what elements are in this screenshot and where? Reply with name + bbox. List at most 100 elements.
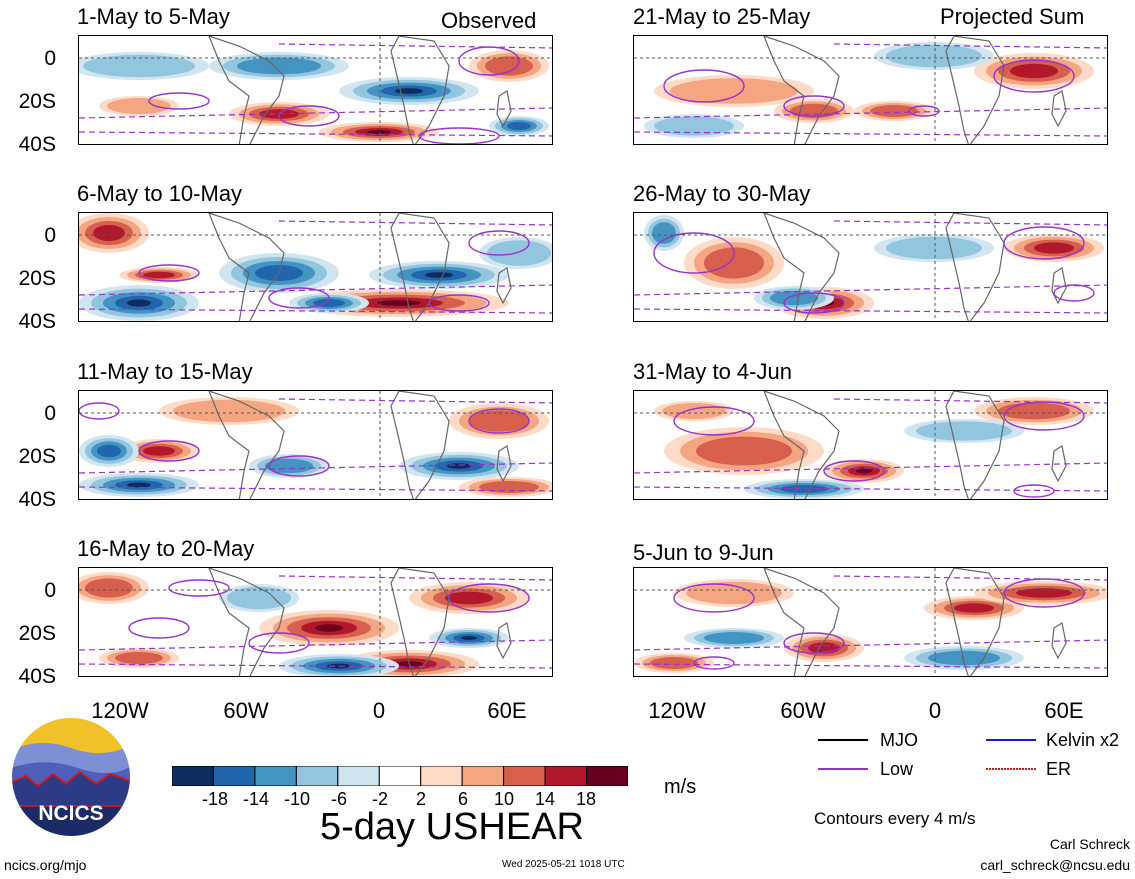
- shading-blob: [770, 290, 818, 306]
- map-panel-3: [78, 390, 553, 500]
- lat-label-20s: 20S: [18, 267, 56, 290]
- shading-blob: [487, 240, 551, 266]
- ncics-logo: NCICS: [10, 716, 132, 838]
- shading-blob: [127, 482, 151, 488]
- contour-low: [1053, 284, 1095, 302]
- contour-low-dashed: [79, 639, 552, 651]
- coastline: [1051, 90, 1067, 128]
- shading-blob: [696, 436, 792, 466]
- lat-label-0: 0: [44, 579, 56, 602]
- lat-label-40s: 40S: [18, 665, 56, 688]
- colorbar-swatch: [378, 766, 422, 786]
- map-panel-7: [633, 390, 1108, 500]
- shading-blob: [227, 586, 291, 610]
- legend-label-mjo: MJO: [880, 730, 918, 750]
- legend-swatch-low: [818, 768, 868, 770]
- logo-text: NCICS: [38, 802, 103, 825]
- map-canvas: [634, 391, 1107, 499]
- shading-blob: [662, 403, 726, 419]
- lon-label-60w: 60W: [223, 698, 269, 723]
- contour-low-dashed: [634, 486, 1107, 492]
- lon-label-60e: 60E: [487, 698, 527, 723]
- lat-label-0: 0: [44, 224, 56, 247]
- legend-swatch-er: [986, 768, 1036, 770]
- shading-blob: [367, 130, 391, 134]
- shading-blob: [143, 446, 175, 456]
- contour-low-dashed: [79, 107, 552, 119]
- contour-low: [673, 583, 755, 613]
- colorbar-label: -18: [201, 789, 228, 809]
- shading-blob: [93, 225, 125, 241]
- shading-blob: [85, 578, 133, 598]
- map-canvas: [634, 36, 1107, 144]
- contour-low: [783, 632, 845, 654]
- lat-label-20s: 20S: [18, 622, 56, 645]
- footer-author: Carl Schreck: [1049, 836, 1130, 852]
- contour-low: [138, 440, 200, 462]
- coastline: [208, 213, 285, 321]
- shading-blob: [1010, 63, 1058, 79]
- shading-blob: [954, 603, 994, 613]
- coastline: [763, 36, 840, 144]
- contour-low-dashed: [634, 284, 1107, 296]
- contour-low: [468, 408, 530, 434]
- contour-low: [168, 579, 230, 597]
- shading-blob: [916, 421, 1012, 441]
- figure-title: 5-day USHEAR: [320, 806, 584, 848]
- shading-blob: [704, 247, 764, 279]
- map-panel-8: [633, 567, 1108, 677]
- panel-title-8: 5-Jun to 9-Jun: [633, 540, 774, 565]
- shading-blob: [1016, 588, 1072, 598]
- colorbar-label: -14: [242, 789, 269, 809]
- lon-label-60w: 60W: [780, 698, 826, 723]
- contour-low: [693, 656, 735, 670]
- shading-blob: [507, 122, 531, 130]
- lon-label-60e: 60E: [1044, 698, 1084, 723]
- shading-blob: [425, 272, 453, 278]
- contour-low-dashed: [79, 462, 552, 474]
- contour-low-dashed: [278, 43, 552, 49]
- shading-blob: [395, 88, 423, 94]
- contour-low: [783, 95, 845, 117]
- panel-tag-observed: Observed: [441, 8, 537, 33]
- map-panel-2: [78, 212, 553, 322]
- shading-blob: [469, 410, 529, 432]
- contour-low: [79, 402, 120, 420]
- shading-blob: [107, 98, 171, 114]
- shading-blob: [97, 444, 121, 458]
- shading-blob: [445, 591, 493, 605]
- shading-blob: [652, 222, 676, 244]
- contour-low: [128, 617, 190, 639]
- contour-low: [448, 583, 530, 613]
- shading-blob: [447, 463, 471, 469]
- contour-low-dashed: [79, 284, 552, 296]
- coastline: [1051, 445, 1067, 483]
- panel-title-6: 26-May to 30-May: [633, 181, 811, 206]
- shading-blob: [83, 54, 195, 78]
- panel-title-5: 21-May to 25-May: [633, 4, 811, 29]
- shading-blob: [143, 271, 175, 279]
- legend-label-er: ER: [1046, 759, 1072, 779]
- colorbar-label: 10: [493, 789, 515, 809]
- contour-low-dashed: [634, 663, 1107, 669]
- contour-low-dashed: [278, 220, 552, 226]
- shading-blob: [127, 299, 151, 307]
- colorbar-label: 14: [534, 789, 556, 809]
- shading-blob: [670, 78, 798, 104]
- map-canvas: [634, 568, 1107, 676]
- contour-low: [268, 455, 330, 477]
- coastline: [496, 622, 512, 660]
- contour-low-dashed: [79, 486, 552, 492]
- map-canvas: [79, 568, 552, 676]
- contour-low-dashed: [278, 398, 552, 404]
- shading-blob: [173, 399, 285, 423]
- contour-low-dashed: [634, 308, 1107, 314]
- lon-label-0: 0: [372, 698, 386, 723]
- colorbar-swatch: [295, 766, 339, 786]
- contour-low: [268, 287, 330, 309]
- legend-swatch-kelvin: [986, 739, 1036, 741]
- coastline: [496, 90, 512, 128]
- contour-low: [663, 69, 745, 103]
- contour-low-dashed: [278, 575, 552, 581]
- coastline: [945, 568, 1005, 676]
